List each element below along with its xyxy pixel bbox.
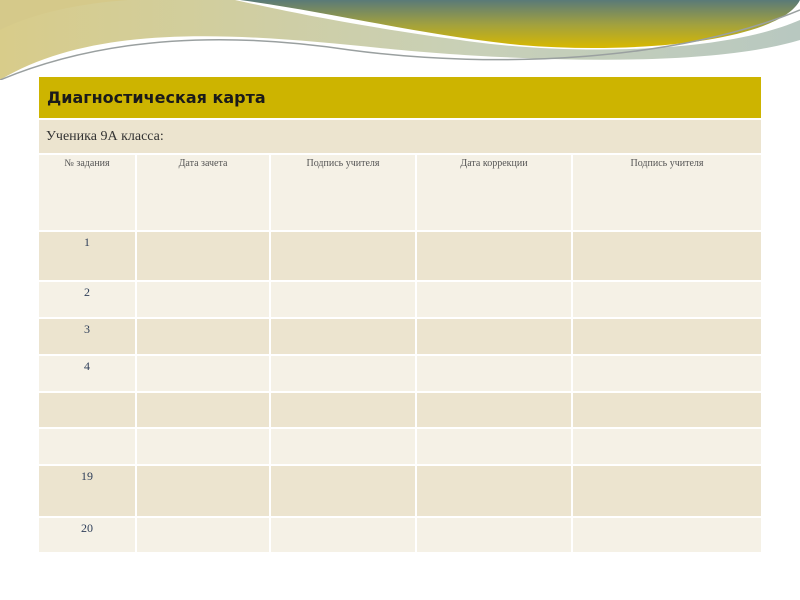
task-number: 19 <box>39 466 135 516</box>
task-number: 2 <box>39 282 135 317</box>
header-teacher-signature: Подпись учителя <box>271 155 415 230</box>
cell <box>137 429 269 464</box>
cell <box>137 282 269 317</box>
cell <box>271 518 415 552</box>
cell <box>417 319 571 354</box>
cell <box>573 466 761 516</box>
diagnostic-card-table: Диагностическая карта Ученика 9А класса:… <box>37 75 763 554</box>
cell <box>417 356 571 391</box>
cell <box>417 466 571 516</box>
cell <box>573 232 761 280</box>
cell <box>137 466 269 516</box>
header-task-number: № задания <box>39 155 135 230</box>
task-number: 4 <box>39 356 135 391</box>
cell <box>137 319 269 354</box>
table-row: 3 <box>39 319 761 354</box>
header-correction-date: Дата коррекции <box>417 155 571 230</box>
cell <box>137 393 269 427</box>
cell <box>417 232 571 280</box>
task-number: 3 <box>39 319 135 354</box>
cell <box>417 429 571 464</box>
table-row: 2 <box>39 282 761 317</box>
student-class-label: Ученика 9А класса: <box>39 120 761 153</box>
task-number: 1 <box>39 232 135 280</box>
header-row: № задания Дата зачета Подпись учителя Да… <box>39 155 761 230</box>
table-row <box>39 393 761 427</box>
task-number: 20 <box>39 518 135 552</box>
cell <box>271 393 415 427</box>
task-number <box>39 393 135 427</box>
decorative-wave-background <box>0 0 800 80</box>
cell <box>417 518 571 552</box>
cell <box>573 319 761 354</box>
cell <box>573 282 761 317</box>
cell <box>271 319 415 354</box>
table-row: 1 <box>39 232 761 280</box>
cell <box>573 518 761 552</box>
cell <box>271 429 415 464</box>
cell <box>573 356 761 391</box>
cell <box>271 356 415 391</box>
cell <box>137 518 269 552</box>
cell <box>271 282 415 317</box>
cell <box>137 356 269 391</box>
table-row: 20 <box>39 518 761 552</box>
table-row: 19 <box>39 466 761 516</box>
cell <box>417 282 571 317</box>
header-pass-date: Дата зачета <box>137 155 269 230</box>
table-row <box>39 429 761 464</box>
cell <box>271 466 415 516</box>
table-title: Диагностическая карта <box>39 77 761 118</box>
header-teacher-signature-2: Подпись учителя <box>573 155 761 230</box>
cell <box>417 393 571 427</box>
table-row: 4 <box>39 356 761 391</box>
cell <box>573 429 761 464</box>
cell <box>137 232 269 280</box>
task-number <box>39 429 135 464</box>
cell <box>271 232 415 280</box>
cell <box>573 393 761 427</box>
